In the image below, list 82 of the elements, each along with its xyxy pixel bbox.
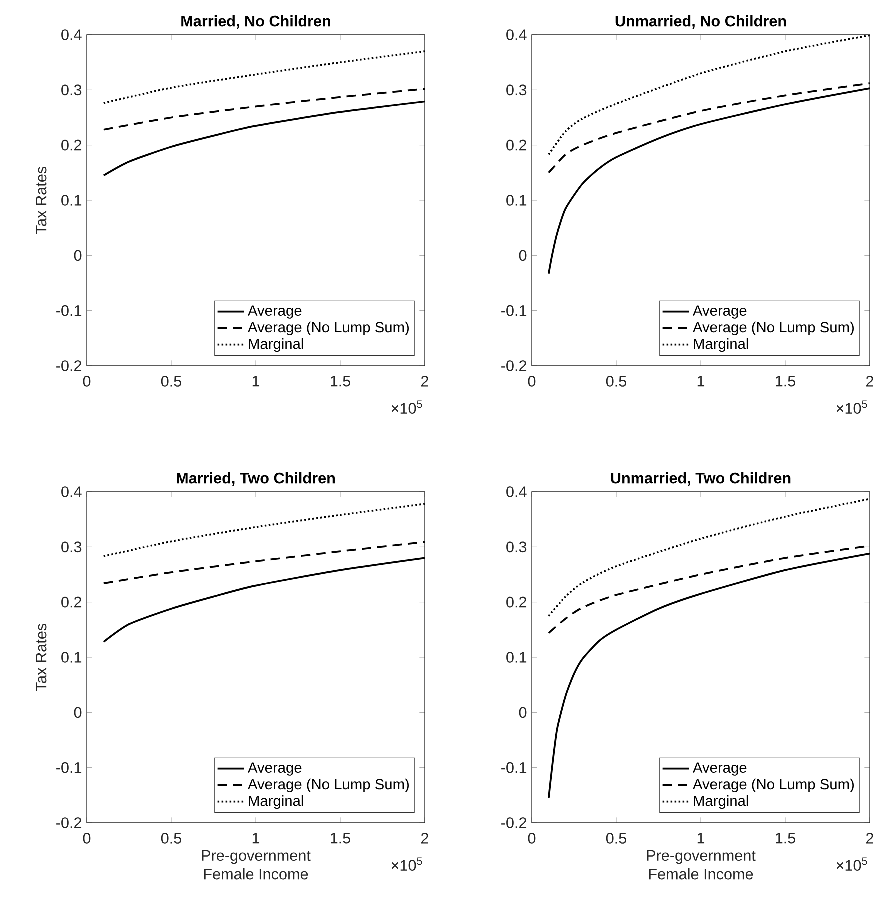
chart-title: Unmarried, Two Children [611,472,791,486]
line-series [102,50,425,104]
legend-label: Marginal [694,796,748,810]
chart-title: Unmarried, No Children [616,15,786,29]
x-tick-label: 1 [698,376,705,387]
chart-title: Married, Two Children [177,472,335,486]
y-tick-label: 0.2 [62,140,82,151]
line-series [548,82,870,174]
x-tick-label: 2 [422,376,428,387]
x-tick-label: 2 [422,833,428,844]
x-tick-label: 0 [83,376,91,387]
y-tick-label: -0.2 [56,818,82,828]
x-tick-label: 0 [528,833,536,844]
y-tick-label: 0.4 [506,486,527,498]
x-tick-label: 1.5 [331,833,351,844]
legend-label: Average (No Lump Sum) [693,778,854,793]
x-tick-label: 1.5 [776,376,796,387]
chart-title: Married, No Children [182,15,330,29]
y-tick-label: 0.2 [62,596,82,608]
y-tick-label: 0.3 [62,542,82,553]
y-tick-label: 0.1 [506,652,527,663]
text: ×10$^{5}$ [836,400,868,414]
y-tick-label: 0 [74,250,82,262]
y-tick-label: 0.4 [62,486,82,498]
x-tick-label: 1.5 [776,833,796,844]
text: ×10$^{5}$ [836,858,868,872]
y-tick-label: -0.1 [502,762,527,774]
y-tick-label: -0.1 [502,305,527,316]
y-tick-label: -0.2 [502,818,527,828]
x-tick-label: 0 [528,376,536,387]
y-tick-label: 0.2 [506,140,527,151]
line-series [102,503,425,558]
legend-label: Average [693,306,747,319]
y-tick-label: 0.3 [506,542,527,553]
legend-label: Average (No Lump Sum) [248,778,409,793]
text: ×10$^{5}$ [392,858,422,872]
x-tick-label: 1.5 [331,376,351,387]
x-axis-title: Pre-government Female Income [202,850,311,880]
line-series [102,541,425,585]
legend-label: Marginal [249,338,304,352]
legend-label: Average [693,762,747,776]
line-series [548,498,870,618]
legend-label: Average [248,306,302,319]
y-axis-title: Tax Rates [36,166,47,234]
line-series [548,34,870,156]
y-tick-label: -0.2 [56,360,82,372]
y-axis-title: Tax Rates [36,624,47,692]
x-tick-label: 0.5 [606,376,627,387]
x-tick-label: 1 [252,833,260,844]
y-tick-label: 0.1 [506,195,527,206]
legend-label: Average (No Lump Sum) [248,322,409,336]
y-tick-label: 0.1 [62,195,82,206]
x-tick-label: 0 [83,833,91,844]
y-tick-label: 0.1 [62,652,82,663]
x-tick-label: 0.5 [161,833,182,844]
x-tick-label: 2 [866,376,874,387]
x-tick-label: 1 [252,376,260,387]
y-tick-label: 0.2 [506,596,527,608]
legend-label: Marginal [249,796,304,810]
line-series [548,88,870,275]
line-series [102,100,425,177]
y-tick-label: 0 [519,707,527,718]
y-tick-label: -0.2 [502,360,527,372]
y-tick-label: 0.4 [62,30,82,40]
legend-label: Average (No Lump Sum) [693,322,854,336]
legend-label: Average [248,762,302,776]
x-tick-label: 0.5 [161,376,182,387]
y-tick-label: 0 [74,707,82,718]
x-axis-title: Pre-government Female Income [647,850,756,880]
line-series [102,88,425,131]
y-tick-label: 0.4 [506,30,527,40]
y-tick-label: -0.1 [56,762,82,774]
x-tick-label: 2 [866,833,874,844]
y-tick-label: 0.3 [506,84,527,96]
line-series [102,557,425,643]
legend-label: Marginal [694,338,748,352]
y-tick-label: -0.1 [56,305,82,316]
y-tick-label: 0 [519,250,527,262]
x-tick-label: 0.5 [606,833,627,844]
y-tick-label: 0.3 [62,84,82,96]
text: ×10$^{5}$ [392,400,422,414]
x-tick-label: 1 [698,833,705,844]
